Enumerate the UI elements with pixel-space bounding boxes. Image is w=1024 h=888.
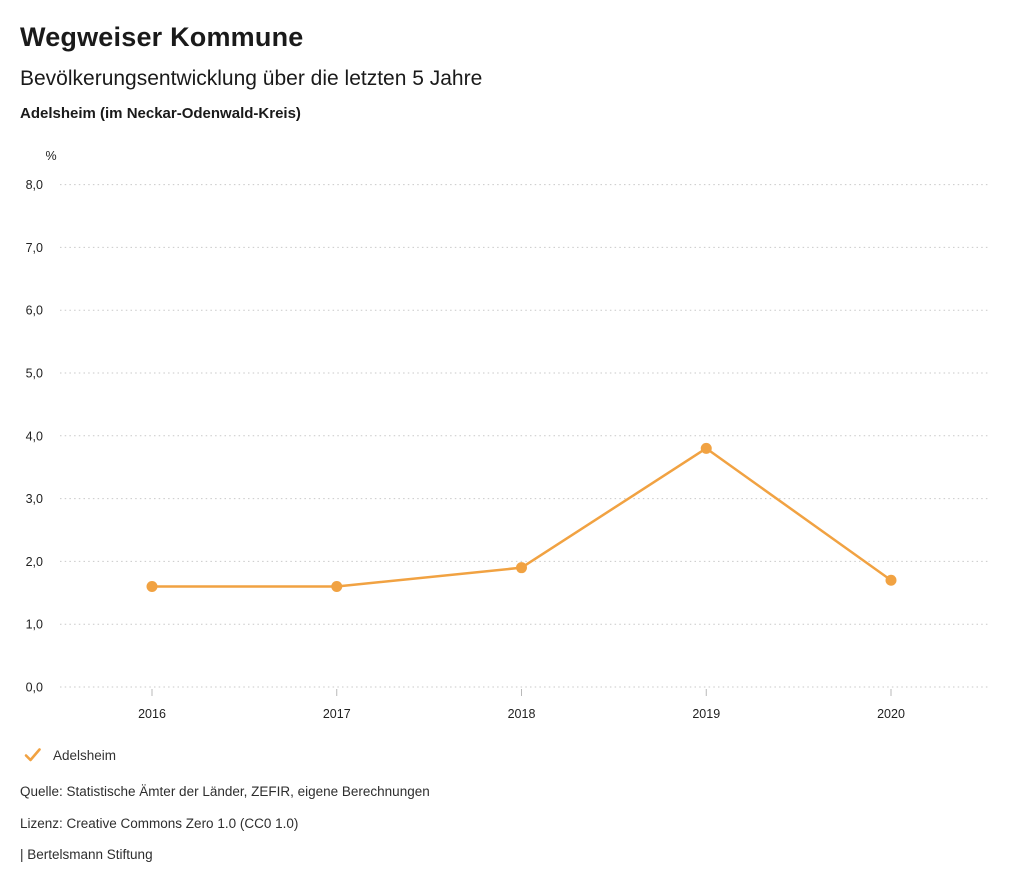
page-title: Wegweiser Kommune [20,22,304,52]
chart-subtitle: Bevölkerungsentwicklung über die letzten… [20,67,483,90]
y-tick-label: 2,0 [26,555,43,569]
x-tick-label: 2016 [138,707,166,721]
chart-svg: % 0,0 1,0 2,0 3,0 4,0 5,0 6,0 7,0 8,0 2016 2017 2018… [26,149,990,721]
legend-item-adelsheim[interactable]: Adelsheim [24,745,116,765]
region-title: Adelsheim (im Neckar-Odenwald-Kreis) [20,105,301,122]
y-tick-label: 3,0 [26,492,43,506]
y-tick-label: 1,0 [26,618,43,632]
legend-item-label: Adelsheim [53,747,117,763]
x-tick-label: 2019 [692,707,720,721]
y-tick-label: 8,0 [26,178,43,192]
footer-license: Lizenz: Creative Commons Zero 1.0 (CC0 1… [20,816,299,831]
x-tick-label: 2017 [323,707,351,721]
data-point[interactable] [700,442,712,454]
footer-source: Quelle: Statistische Ämter der Länder, Z… [20,784,430,799]
legend-check-icon [24,748,41,762]
x-tick-label: 2018 [508,707,536,721]
data-point[interactable] [516,562,527,574]
y-tick-label: 7,0 [26,241,43,255]
y-tick-label: 0,0 [26,681,43,695]
x-tick-label: 2020 [877,707,905,721]
y-axis-unit-label: % [45,149,56,163]
footer-attribution: | Bertelsmann Stiftung [20,847,153,862]
data-point[interactable] [885,574,897,586]
y-tick-label: 6,0 [26,304,43,318]
y-tick-label: 4,0 [26,429,43,443]
data-point[interactable] [146,581,158,593]
data-point[interactable] [331,581,343,593]
y-tick-label: 5,0 [26,367,43,381]
